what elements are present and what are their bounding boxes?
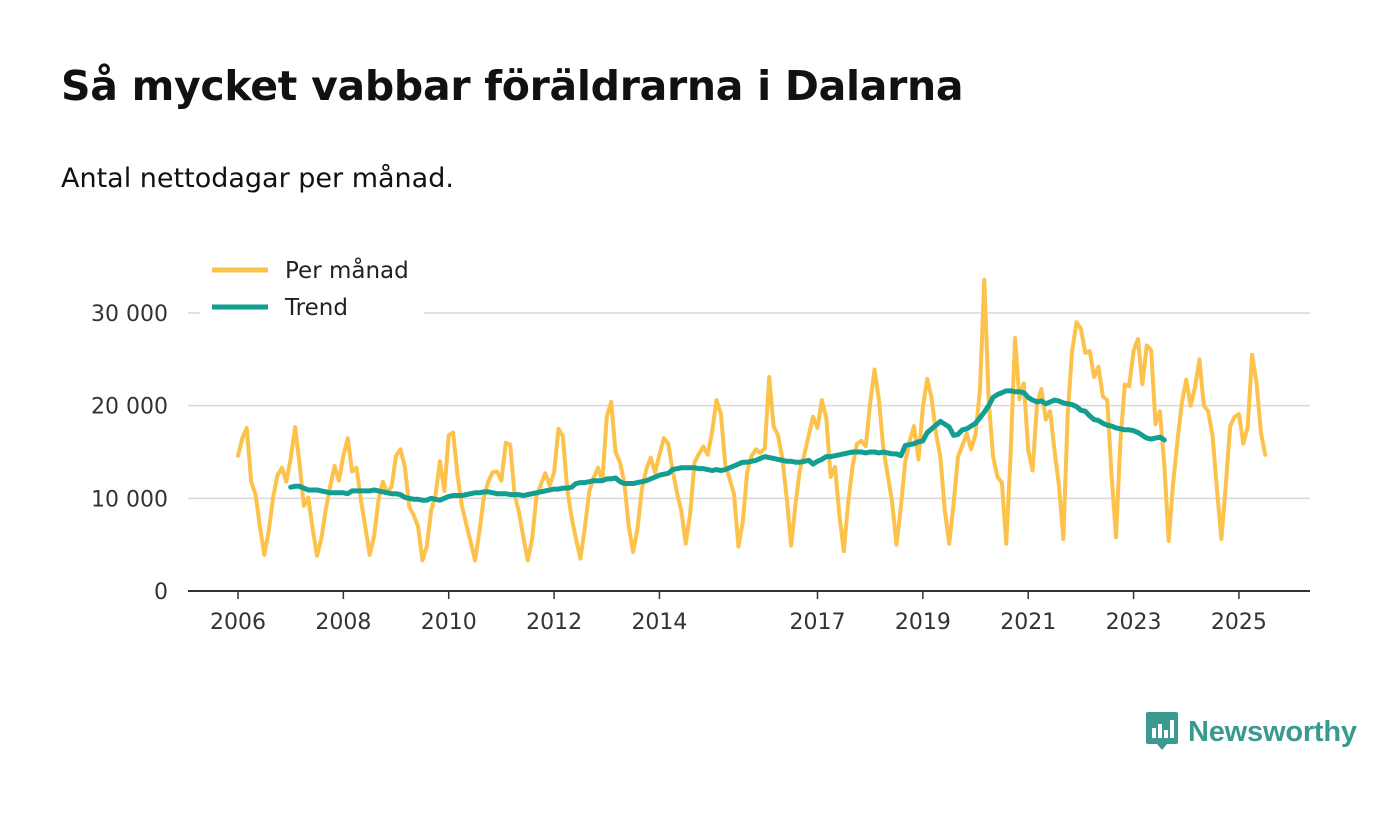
y-tick-label: 30 000	[91, 302, 168, 327]
newsworthy-brand: Newsworthy	[1146, 712, 1357, 752]
chart-title: Så mycket vabbar föräldrarna i Dalarna	[61, 62, 964, 110]
x-tick-label: 2019	[895, 610, 951, 635]
chart-subtitle: Antal nettodagar per månad.	[61, 163, 454, 194]
y-tick-label: 20 000	[91, 395, 168, 420]
legend-label-trend: Trend	[284, 295, 348, 321]
x-tick-label: 2023	[1106, 610, 1162, 635]
x-tick-label: 2008	[315, 610, 371, 635]
x-tick-label: 2012	[526, 610, 582, 635]
y-tick-label: 10 000	[91, 487, 168, 512]
brand-name: Newsworthy	[1188, 715, 1357, 748]
y-axis-ticks: 0 10 000 20 000 30 000	[91, 302, 168, 605]
x-tick-label: 2025	[1211, 610, 1267, 635]
x-tick-label: 2010	[421, 610, 477, 635]
newsworthy-logo-icon	[1146, 712, 1178, 750]
series-line-per-manad	[236, 277, 1268, 563]
y-tick-label: 0	[154, 580, 168, 605]
legend: Per månad Trend	[200, 246, 424, 321]
x-axis-ticks: 2006 2008 2010 2012 2014 2017 2019 2021 2023 2025	[210, 591, 1267, 635]
x-tick-label: 2017	[789, 610, 845, 635]
series-line-trend	[288, 388, 1167, 503]
x-tick-label: 2014	[631, 610, 687, 635]
series-lines	[236, 277, 1268, 563]
x-tick-label: 2021	[1000, 610, 1056, 635]
x-tick-label: 2006	[210, 610, 266, 635]
legend-label-per-manad: Per månad	[285, 256, 409, 284]
